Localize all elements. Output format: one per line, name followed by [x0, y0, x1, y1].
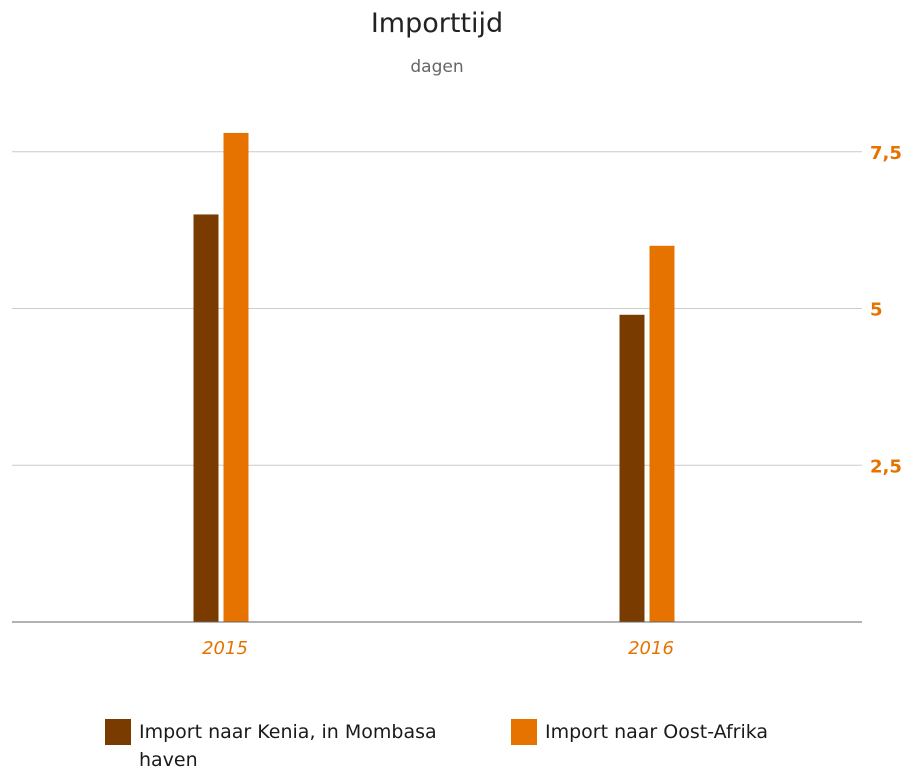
bar-2015-series-1[interactable] — [223, 132, 249, 622]
chart-subtitle: dagen — [410, 57, 463, 77]
bars — [193, 132, 675, 623]
legend-swatch-oost-afrika — [511, 719, 537, 745]
legend-swatch-kenia — [105, 719, 131, 745]
x-axis-ticks: 2015 2016 — [202, 638, 674, 659]
legend-label-oost-afrika: Import naar Oost-Afrika — [545, 721, 769, 743]
y-tick-label: 5 — [870, 300, 883, 321]
gridlines — [12, 151, 862, 466]
bar-2016-series-0[interactable] — [619, 314, 645, 622]
chart-title: Importtijd — [371, 8, 503, 39]
y-tick-label: 2,5 — [870, 456, 902, 477]
x-tick-label: 2015 — [202, 638, 248, 659]
bar-2016-series-1[interactable] — [649, 245, 675, 623]
legend-label-kenia: Import naar Kenia, in Mombasa haven — [139, 721, 437, 771]
y-tick-label: 7,5 — [870, 143, 902, 164]
bar-2015-series-0[interactable] — [193, 214, 219, 622]
legend-item-kenia[interactable]: Import naar Kenia, in Mombasa haven — [105, 718, 475, 774]
legend-item-oost-afrika[interactable]: Import naar Oost-Afrika — [511, 718, 831, 746]
chart: Importtijd dagen 7,5 5 2,5 2015 2016 — [12, 8, 902, 659]
y-axis-ticks: 7,5 5 2,5 — [870, 143, 902, 478]
x-tick-label: 2016 — [628, 638, 674, 659]
